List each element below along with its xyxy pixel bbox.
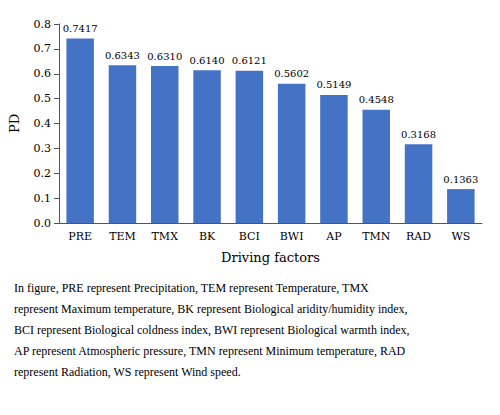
svg-text:0.1363: 0.1363 (443, 174, 478, 185)
svg-text:0.6140: 0.6140 (190, 55, 225, 66)
svg-text:BK: BK (199, 230, 216, 243)
svg-text:0.5: 0.5 (34, 92, 52, 105)
svg-text:In figure, PRE represent Preci: In figure, PRE represent Precipitation, … (14, 281, 369, 295)
svg-text:0.1: 0.1 (34, 192, 52, 205)
svg-text:TMX: TMX (152, 230, 179, 243)
svg-text:PRE: PRE (68, 230, 92, 243)
svg-text:0.2: 0.2 (34, 167, 52, 180)
svg-text:PD: PD (7, 114, 22, 133)
svg-text:0.8: 0.8 (34, 18, 52, 31)
svg-text:TEM: TEM (109, 230, 136, 243)
svg-text:TMN: TMN (362, 230, 391, 243)
svg-text:0.6121: 0.6121 (232, 55, 267, 66)
svg-text:BWI: BWI (280, 230, 304, 243)
svg-text:0.6343: 0.6343 (105, 50, 140, 61)
svg-text:0.6: 0.6 (34, 67, 52, 80)
svg-text:0.5602: 0.5602 (274, 68, 309, 79)
svg-text:0.7: 0.7 (34, 42, 52, 55)
svg-text:AP: AP (325, 230, 342, 243)
svg-text:0.7417: 0.7417 (63, 23, 98, 34)
svg-text:represent Radiation, WS repres: represent Radiation, WS represent Wind s… (14, 365, 241, 379)
svg-text:BCI represent Biological coldn: BCI represent Biological coldness index,… (14, 323, 410, 337)
svg-text:0.0: 0.0 (34, 217, 52, 230)
svg-text:0.6310: 0.6310 (147, 51, 182, 62)
svg-text:0.4548: 0.4548 (359, 94, 394, 105)
svg-text:AP represent Atmospheric press: AP represent Atmospheric pressure, TMN r… (14, 344, 406, 358)
svg-text:0.4: 0.4 (34, 117, 52, 130)
svg-text:0.3: 0.3 (34, 142, 52, 155)
svg-text:0.5149: 0.5149 (316, 79, 351, 90)
svg-text:Driving factors: Driving factors (221, 250, 320, 265)
svg-text:RAD: RAD (406, 230, 431, 243)
svg-text:represent Maximum temperature,: represent Maximum temperature, BK repres… (14, 302, 408, 316)
svg-text:BCI: BCI (239, 230, 260, 243)
svg-text:0.3168: 0.3168 (401, 129, 436, 140)
svg-text:WS: WS (451, 230, 470, 243)
